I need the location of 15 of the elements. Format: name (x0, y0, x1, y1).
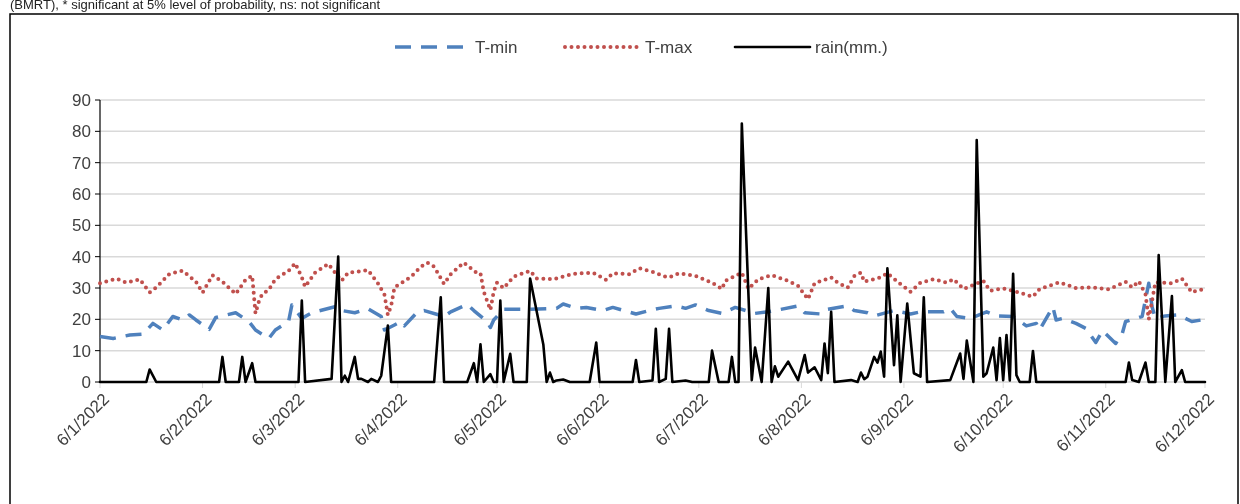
y-tick-label: 10 (72, 341, 91, 361)
y-tick-label: 40 (72, 247, 91, 267)
y-tick-label: 20 (72, 310, 91, 330)
y-tick-label: 30 (72, 278, 91, 298)
legend-label: T-min (475, 37, 518, 57)
y-tick-label: 80 (72, 122, 91, 142)
legend-label: rain(mm.) (815, 37, 888, 57)
line-series (98, 281, 1204, 346)
y-tick-label: 0 (81, 372, 91, 392)
y-tick-label: 50 (72, 216, 91, 236)
y-tick-label: 70 (72, 153, 91, 173)
legend-label: T-max (645, 37, 693, 57)
text: (BMRT), * significant at 5% level of probability, ns: not significant (10, 0, 381, 12)
y-tick-label: 90 (72, 90, 91, 110)
y-tick-label: 60 (72, 184, 91, 204)
